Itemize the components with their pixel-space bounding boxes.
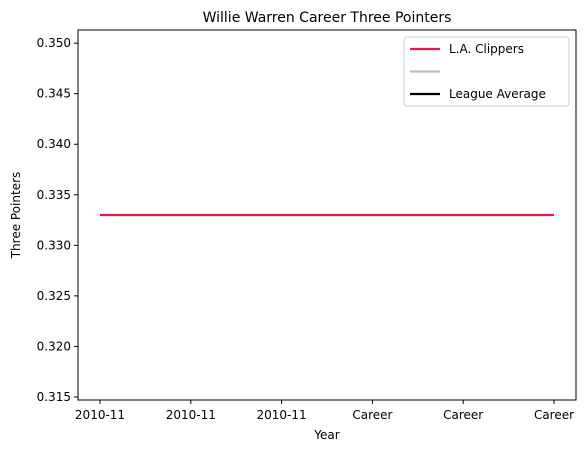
y-tick-label: 0.340 [37, 137, 71, 151]
x-tick-label: Career [352, 408, 392, 422]
y-axis: 0.315 0.320 0.325 0.330 0.335 0.340 0.345 0.350 [37, 36, 78, 404]
legend-label: League Average [449, 87, 546, 101]
x-tick-label: 2010-11 [257, 408, 307, 422]
legend-frame [403, 36, 570, 107]
x-tick-label: Career [534, 408, 574, 422]
y-tick-label: 0.320 [37, 339, 71, 353]
y-tick-label: 0.315 [37, 390, 71, 404]
x-axis-label: Year [313, 428, 339, 442]
y-axis-label: Three Pointers [9, 172, 23, 260]
x-tick-label: 2010-11 [166, 408, 216, 422]
legend-label: L.A. Clippers [449, 42, 524, 56]
legend: L.A. Clippers League Average [403, 36, 570, 107]
x-tick-label: Career [443, 408, 483, 422]
chart-title: Willie Warren Career Three Pointers [203, 10, 452, 26]
legend-items: L.A. Clippers League Average [410, 42, 546, 101]
y-tick-label: 0.325 [37, 289, 71, 303]
y-tick-label: 0.350 [37, 36, 71, 50]
y-tick-label: 0.330 [37, 238, 71, 252]
x-tick-label: 2010-11 [75, 408, 125, 422]
x-axis: 2010-11 2010-11 2010-11 Career Career Career [75, 400, 574, 422]
y-tick-label: 0.345 [37, 87, 71, 101]
y-tick-label: 0.335 [37, 188, 71, 202]
